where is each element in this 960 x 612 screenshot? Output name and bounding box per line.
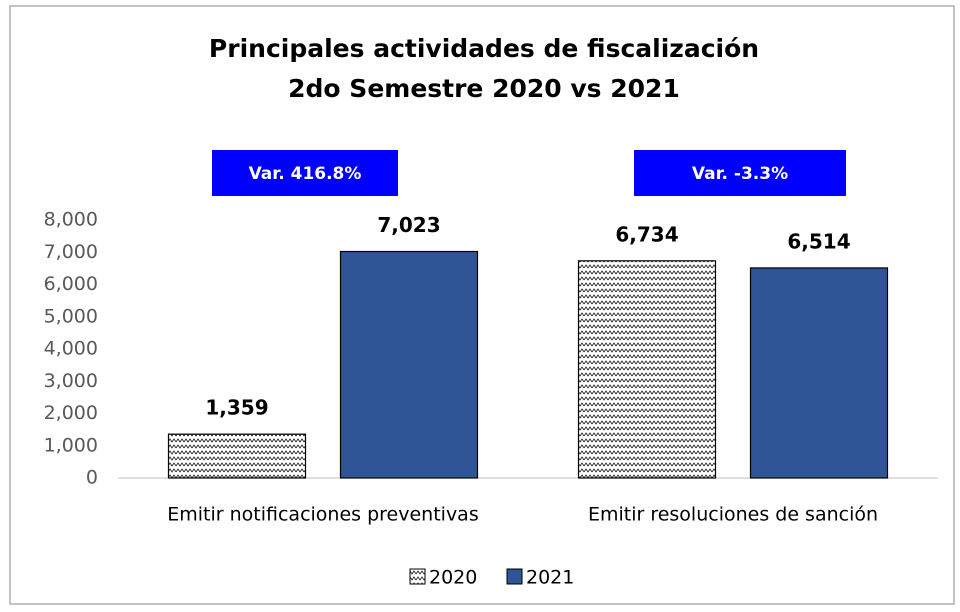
annotation-box [634, 150, 846, 196]
data-label: 6,734 [615, 222, 678, 246]
bar [167, 433, 307, 479]
y-tick-label: 6,000 [44, 273, 98, 295]
chart-title: Principales actividades de fiscalización [209, 34, 759, 63]
legend-label: 2021 [526, 567, 574, 589]
x-tick-label: Emitir resoluciones de sanción [588, 504, 878, 526]
y-tick-label: 2,000 [44, 402, 98, 424]
y-tick-label: 3,000 [44, 370, 98, 392]
bar [749, 267, 889, 479]
y-tick-label: 7,000 [44, 241, 98, 263]
legend-label: 2020 [429, 567, 477, 589]
chart-subtitle: 2do Semestre 2020 vs 2021 [288, 74, 680, 103]
annotation-box [212, 150, 398, 196]
y-tick-label: 1,000 [44, 434, 98, 456]
bar [339, 250, 479, 479]
x-tick-label: Emitir notificaciones preventivas [167, 504, 478, 526]
y-tick-label: 8,000 [44, 209, 98, 231]
y-tick-label: 5,000 [44, 305, 98, 327]
y-tick-label: 0 [86, 467, 98, 489]
annotation: Var. 416.8% [249, 164, 362, 184]
data-label: 7,023 [377, 213, 440, 237]
annotation: Var. -3.3% [692, 164, 788, 184]
legend-swatch [506, 568, 523, 585]
bar [577, 260, 717, 479]
legend-swatch [409, 568, 426, 585]
data-label: 6,514 [787, 229, 850, 253]
y-tick-label: 4,000 [44, 338, 98, 360]
data-label: 1,359 [205, 396, 268, 420]
